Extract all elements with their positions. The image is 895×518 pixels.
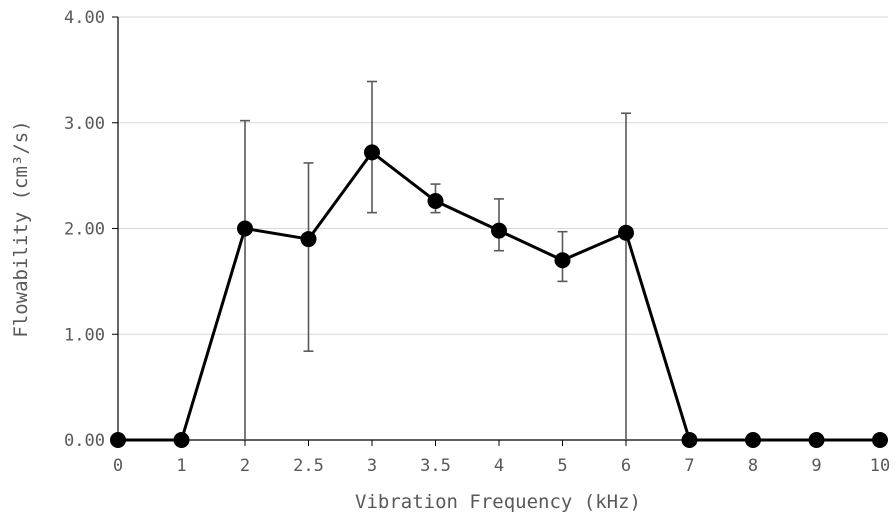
error-bars — [240, 80, 631, 440]
data-point — [554, 252, 571, 269]
series-line-layer — [118, 150, 880, 442]
y-tick-label: 4.00 — [64, 8, 105, 28]
data-point — [427, 193, 444, 210]
x-tick-label: 2.5 — [293, 456, 324, 476]
data-point — [872, 432, 888, 448]
x-axis-title: Vibration Frequency (kHz) — [355, 491, 641, 513]
data-point — [491, 222, 507, 239]
x-tick-label: 6 — [621, 456, 631, 476]
x-tick-label: 8 — [748, 456, 758, 476]
data-point — [300, 231, 317, 248]
y-axis-title: Flowability (cm³/s) — [10, 120, 32, 337]
x-tick-label: 0 — [113, 456, 123, 476]
y-tick-label: 0.00 — [64, 431, 105, 451]
data-point — [681, 432, 698, 448]
x-tick-label: 4 — [494, 456, 504, 476]
x-tick-label: 1 — [176, 456, 186, 476]
x-tick-label: 2 — [240, 456, 250, 476]
y-tick-label: 1.00 — [64, 325, 105, 345]
data-points — [110, 144, 888, 448]
x-tick-label: 3.5 — [420, 456, 451, 476]
x-tick-label: 5 — [557, 456, 567, 476]
y-tick-label: 3.00 — [64, 114, 105, 134]
data-point — [364, 144, 380, 161]
data-point — [618, 224, 634, 241]
data-point — [745, 432, 761, 448]
y-tick-label: 2.00 — [64, 220, 105, 240]
gridlines — [118, 16, 888, 335]
data-point — [173, 432, 190, 448]
x-tick-label: 10 — [870, 456, 890, 476]
data-point — [237, 220, 253, 237]
data-point — [808, 432, 825, 448]
x-tick-label: 9 — [811, 456, 821, 476]
x-tick-label: 3 — [367, 456, 377, 476]
tick-labels: 0.00 1.00 2.00 3.00 4.00 0 1 2 2.5 3 3.5 4 5 6 7 8 9 10 — [64, 8, 890, 476]
series-line — [118, 150, 880, 442]
data-point — [110, 432, 126, 448]
x-tick-label: 7 — [684, 456, 694, 476]
